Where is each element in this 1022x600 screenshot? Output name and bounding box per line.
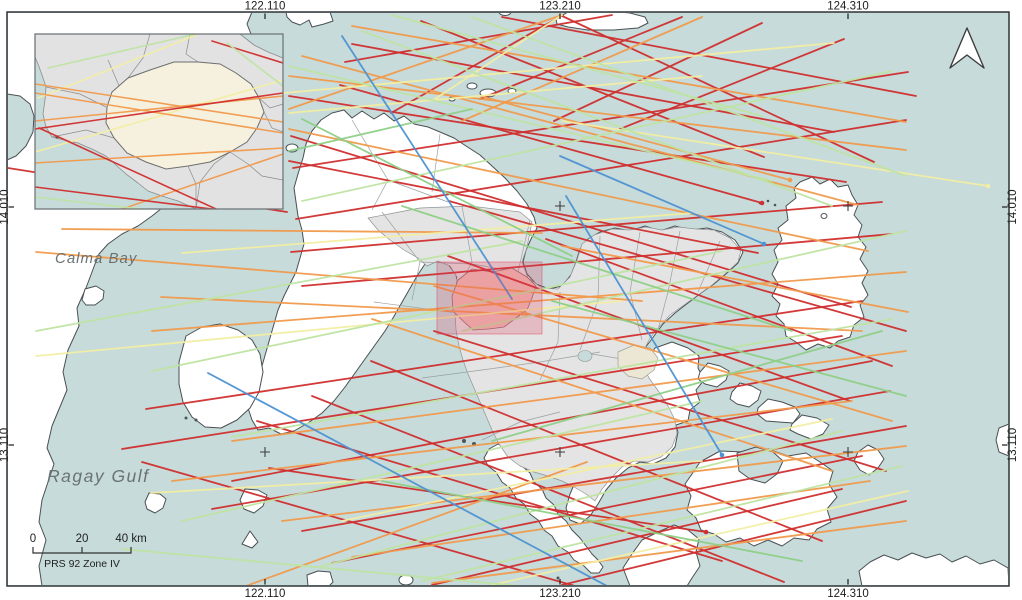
inset-border	[34, 33, 284, 210]
svg-text:124.310: 124.310	[827, 1, 869, 13]
island	[995, 423, 1008, 457]
scale-label: 20	[76, 533, 89, 545]
islet-dot	[462, 439, 466, 443]
scale-label: 0	[30, 533, 36, 545]
sea-labels: Calma Bay Ragay Gulf	[47, 250, 150, 486]
inset-focus-municipality	[105, 61, 265, 170]
svg-text:14.010: 14.010	[0, 189, 11, 224]
island	[81, 285, 105, 306]
islet-dot	[184, 416, 188, 420]
scale-bar-line	[32, 547, 132, 554]
inset-track-lines	[35, 34, 283, 209]
svg-text:123.210: 123.210	[539, 1, 581, 13]
svg-text:13.110: 13.110	[0, 428, 11, 462]
svg-text:14.010: 14.010	[1007, 189, 1019, 224]
svg-text:124.310: 124.310	[827, 588, 869, 600]
island	[729, 382, 762, 408]
lake	[577, 350, 593, 362]
north-arrow-icon	[949, 27, 985, 69]
highlight-rectangle	[436, 261, 543, 335]
island	[285, 13, 334, 28]
island	[306, 570, 334, 585]
inset-map	[34, 33, 284, 210]
island	[820, 213, 828, 219]
scale-bar: 0 20 40 km PRS 92 Zone IV	[30, 533, 147, 570]
projection-note: PRS 92 Zone IV	[44, 558, 120, 570]
islet-dot	[773, 203, 777, 207]
svg-text:122.110: 122.110	[245, 588, 286, 600]
island	[466, 82, 478, 90]
islet-dot	[194, 418, 198, 422]
island	[498, 13, 512, 16]
scale-label: 40 km	[115, 533, 146, 545]
sea-label: Ragay Gulf	[47, 466, 150, 486]
svg-text:122.110: 122.110	[245, 1, 286, 13]
sea-label: Calma Bay	[55, 250, 138, 267]
island-catanduanes	[771, 176, 869, 351]
svg-text:123.210: 123.210	[539, 588, 581, 600]
island	[241, 530, 259, 549]
track-lines	[8, 14, 991, 585]
island	[555, 13, 649, 31]
coastal-bay	[8, 93, 35, 161]
islet-dot	[556, 576, 560, 580]
islet-dot	[766, 199, 770, 203]
map-frame	[6, 11, 1010, 587]
island	[178, 323, 264, 429]
landmass	[858, 552, 1008, 585]
svg-text:13.110: 13.110	[1007, 428, 1019, 462]
